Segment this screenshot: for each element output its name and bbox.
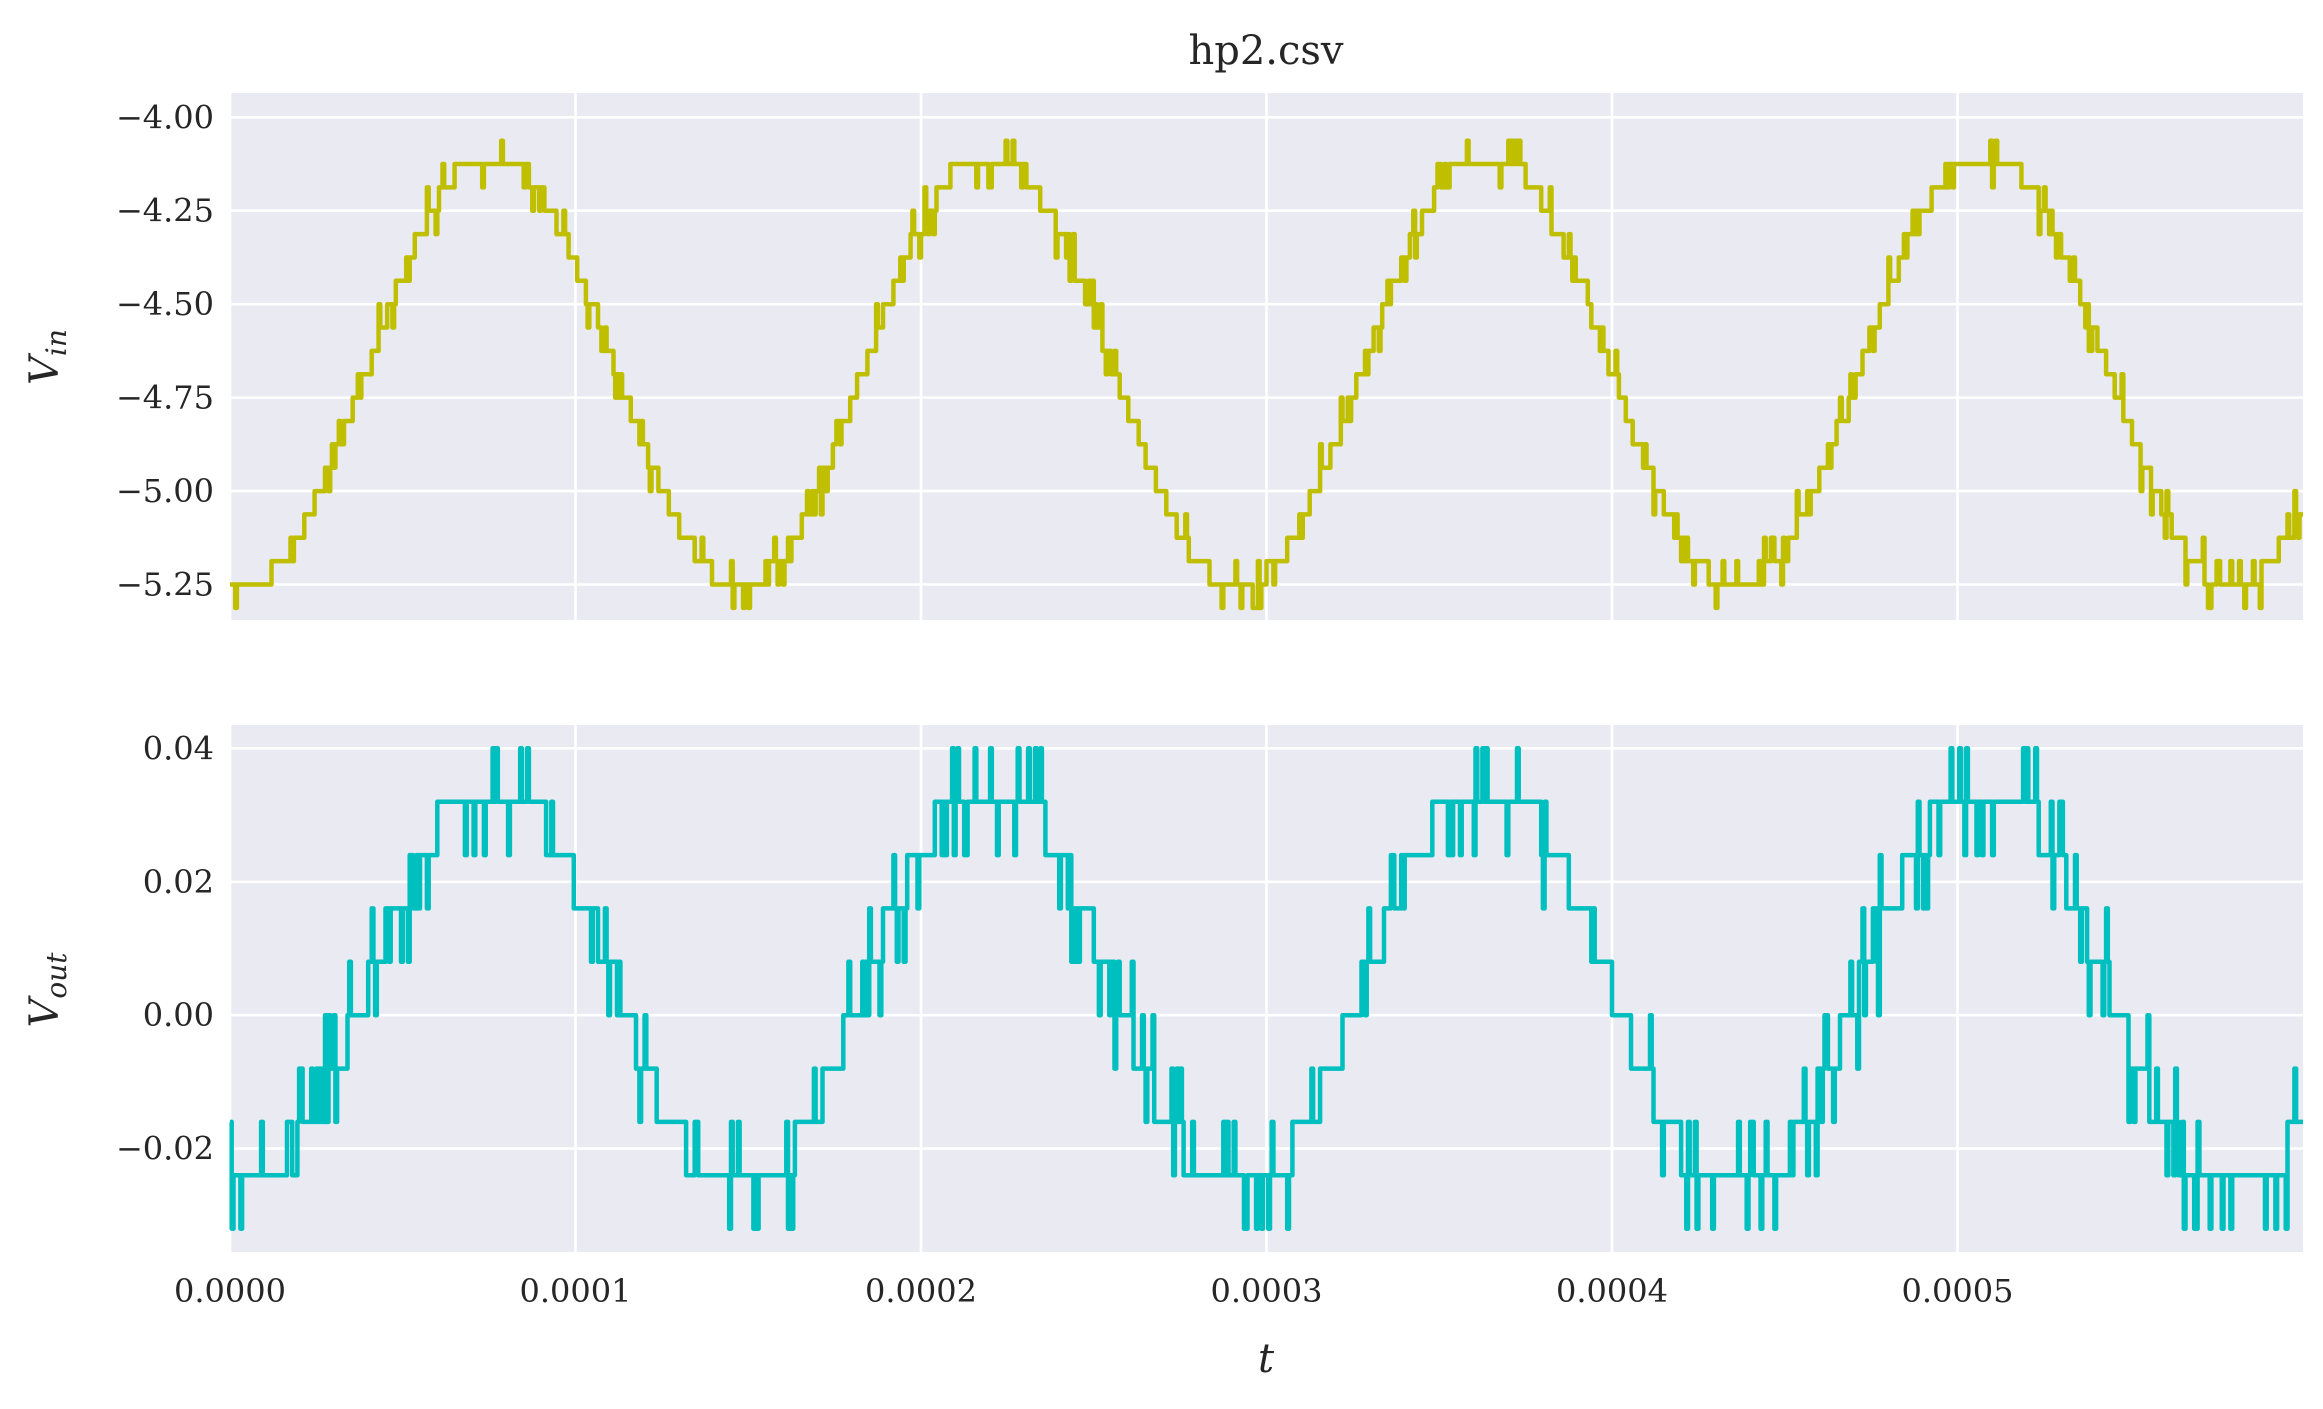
bottom-y-axis-label: Vout — [22, 952, 73, 1028]
bottom-axes: 0.040.020.00−0.02 0.0000 0.0001 0.0002 0.00… — [22, 725, 2304, 1382]
x-axis-label: t — [1258, 1336, 1275, 1382]
chart-title: hp2.csv — [1188, 28, 1343, 74]
x-tick-label: 0.0000 — [174, 1272, 286, 1310]
x-tick-label: 0.0001 — [520, 1272, 632, 1310]
vin-series — [229, 138, 2304, 611]
y-tick-label: −4.00 — [116, 98, 214, 136]
x-tick-label: 0.0003 — [1211, 1272, 1323, 1310]
y-tick-label: −0.02 — [116, 1130, 214, 1168]
y-tick-label: 0.04 — [143, 729, 214, 767]
y-tick-label: −5.00 — [116, 472, 214, 510]
top-y-axis-label: Vin — [22, 329, 73, 385]
top-axes: −4.00 −4.25 −4.50 −4.75 −5.00 −5.25 Vin — [22, 93, 2304, 620]
x-tick-label: 0.0005 — [1902, 1272, 2014, 1310]
series-line — [229, 138, 2304, 611]
top-y-tick-labels: −4.00 −4.25 −4.50 −4.75 −5.00 −5.25 — [116, 98, 214, 603]
x-tick-label: 0.0004 — [1556, 1272, 1668, 1310]
y-tick-label: −5.25 — [116, 565, 214, 603]
bottom-y-tick-labels: 0.04 0.02 0.00 −0.02 — [116, 729, 214, 1167]
x-tick-labels: 0.0000 0.0001 0.0002 0.0003 0.0004 0.0005 — [174, 1272, 2013, 1310]
y-tick-label: −4.50 — [116, 285, 214, 323]
vout-series — [229, 746, 2304, 1231]
y-tick-label: 0.00 — [143, 996, 214, 1034]
x-tick-label: 0.0002 — [865, 1272, 977, 1310]
y-tick-label: −4.25 — [116, 192, 214, 230]
series-line — [229, 746, 2304, 1231]
y-tick-label: 0.02 — [143, 863, 214, 901]
y-tick-label: −4.75 — [116, 379, 214, 417]
